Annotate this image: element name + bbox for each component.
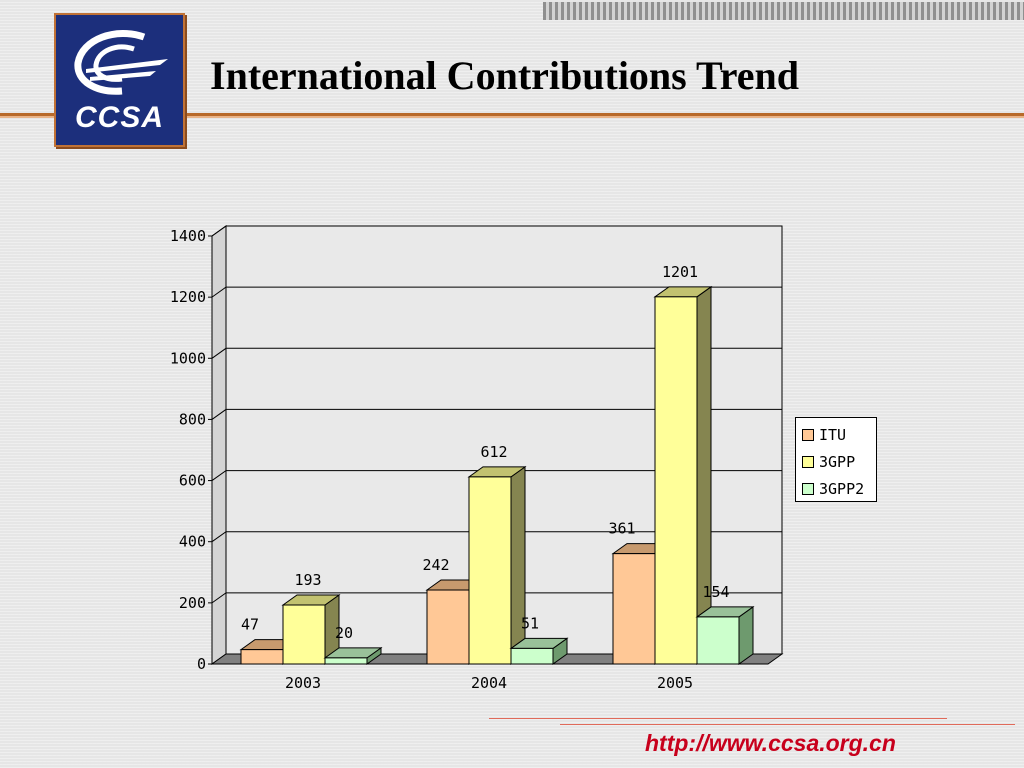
data-label-3gpp-2003: 193 [294, 571, 321, 589]
grid-line [211, 470, 782, 481]
bar-side-3gpp-2004 [510, 465, 526, 665]
decorative-stripe [543, 2, 1024, 20]
data-label-3gpp2-2003: 20 [335, 624, 353, 642]
bar-3gpp2-2004 [510, 647, 554, 665]
grid-line [211, 347, 782, 359]
data-label-itu-2005: 361 [608, 520, 635, 538]
bar-3gpp-2003 [282, 604, 326, 665]
data-label-3gpp2-2005: 154 [702, 583, 729, 601]
x-category-label: 2004 [471, 674, 507, 692]
footer-divider-secondary [560, 724, 1015, 725]
logo-swoosh-icon [74, 30, 168, 95]
page-title: International Contributions Trend [210, 53, 800, 98]
bar-side-3gpp-2005 [696, 285, 712, 665]
y-tick-label: 1400 [170, 227, 206, 245]
bar-3gpp2-2003 [324, 657, 368, 665]
y-tick-label: 400 [179, 533, 206, 551]
y-tick-label: 200 [179, 594, 206, 612]
legend-swatch-itu [802, 429, 814, 441]
data-label-itu-2003: 47 [241, 616, 259, 634]
bar-3gpp-2004 [468, 476, 512, 665]
header-divider [0, 113, 1024, 116]
y-tick-label: 1000 [170, 349, 206, 367]
y-tick-label: 600 [179, 472, 206, 490]
data-label-3gpp2-2004: 51 [521, 614, 539, 632]
chart-legend: ITU 3GPP 3GPP2 [795, 417, 877, 502]
grid-line [211, 286, 782, 298]
legend-label-itu: ITU [819, 426, 847, 444]
legend-label-3gpp2: 3GPP2 [819, 480, 865, 498]
footer-url-link[interactable]: http://www.ccsa.org.cn [645, 730, 896, 756]
legend-swatch-3gpp [802, 456, 814, 468]
legend-item-3gpp2: 3GPP2 [802, 480, 864, 498]
grid-line [211, 592, 782, 604]
logo-text: CCSA [74, 101, 164, 134]
bar-itu-2005 [612, 553, 656, 665]
x-category-label: 2005 [657, 674, 693, 692]
bar-3gpp-2005 [654, 296, 698, 665]
legend-item-itu: ITU [802, 426, 846, 444]
footer-divider [489, 718, 947, 719]
bar-3gpp2-2005 [696, 616, 740, 665]
legend-label-3gpp: 3GPP [819, 453, 856, 471]
grid-line [211, 531, 782, 543]
x-category-label: 2003 [285, 674, 321, 692]
data-label-itu-2004: 242 [422, 556, 449, 574]
grid-line [211, 225, 782, 237]
y-tick-label: 0 [197, 655, 206, 673]
header-divider-highlight [0, 116, 1024, 118]
y-tick-label: 800 [179, 410, 206, 428]
data-label-3gpp-2005: 1201 [662, 263, 698, 281]
bar-itu-2004 [426, 589, 470, 665]
ccsa-logo: CCSA [54, 13, 185, 147]
grid-line [211, 408, 782, 420]
legend-item-3gpp: 3GPP [802, 453, 855, 471]
bar-itu-2003 [240, 649, 284, 665]
y-tick-label: 1200 [170, 288, 206, 306]
data-label-3gpp-2004: 612 [480, 443, 507, 461]
legend-swatch-3gpp2 [802, 483, 814, 495]
